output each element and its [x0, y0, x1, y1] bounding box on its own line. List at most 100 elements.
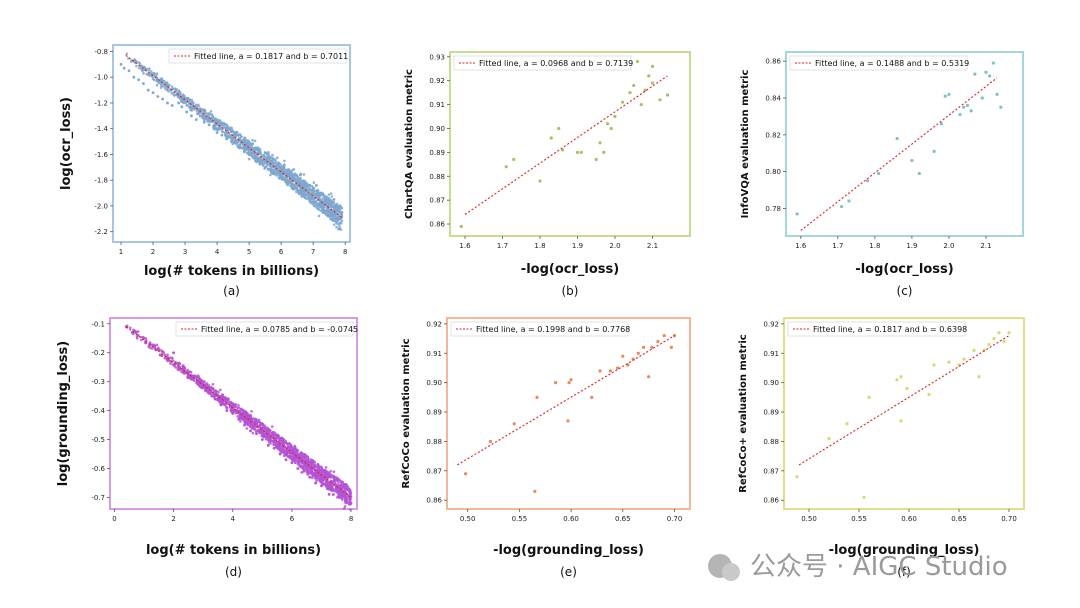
y-tick-label: 0.91	[763, 350, 779, 358]
data-point	[348, 488, 352, 492]
data-point	[278, 444, 282, 448]
data-point	[243, 410, 246, 413]
data-point	[343, 496, 347, 499]
legend-label: Fitted line, a = 0.1488 and b = 0.5319	[815, 59, 969, 68]
data-point	[266, 443, 270, 447]
data-point	[257, 429, 261, 433]
data-point	[307, 195, 310, 199]
data-point	[311, 201, 315, 205]
data-point	[317, 468, 321, 472]
data-point	[225, 137, 229, 141]
data-point	[284, 178, 287, 181]
plot-frame	[449, 51, 691, 237]
data-point	[190, 105, 194, 108]
data-point	[321, 191, 324, 195]
fitted-line	[125, 54, 343, 218]
data-point	[335, 225, 338, 229]
data-point	[635, 59, 640, 64]
data-point	[283, 169, 287, 173]
data-point	[280, 447, 284, 451]
data-point	[340, 493, 343, 497]
data-point	[641, 345, 646, 349]
x-axis-label: log(# tokens in billions)	[146, 543, 321, 558]
data-point	[224, 405, 228, 408]
data-point	[278, 166, 282, 169]
fitted-line	[800, 77, 998, 231]
data-point	[325, 476, 329, 479]
y-tick-label: 0.92	[426, 320, 442, 328]
data-point	[215, 131, 219, 134]
data-point	[216, 397, 219, 401]
data-point	[309, 460, 312, 464]
data-point	[325, 197, 328, 201]
data-point	[329, 213, 333, 217]
data-point	[211, 115, 214, 119]
x-axis-label: -log(ocr_loss)	[521, 262, 619, 277]
data-point	[348, 508, 352, 511]
data-point	[324, 466, 328, 469]
data-point	[264, 435, 268, 439]
x-tick-label: 2.1	[980, 242, 991, 250]
data-point	[288, 442, 291, 445]
data-point	[147, 69, 151, 72]
data-point	[312, 189, 316, 192]
panel-label: (e)	[560, 565, 577, 579]
data-point	[135, 337, 139, 340]
legend-label: Fitted line, a = 0.1817 and b = 0.7011	[194, 52, 348, 61]
data-point	[308, 475, 312, 479]
data-point	[947, 92, 951, 96]
data-point	[316, 192, 320, 195]
data-point	[569, 378, 573, 382]
data-point	[252, 417, 255, 420]
data-point	[214, 118, 218, 121]
data-point	[218, 127, 222, 131]
data-point	[258, 424, 262, 427]
data-point	[269, 442, 272, 445]
data-point	[302, 469, 306, 473]
data-point	[342, 507, 346, 510]
x-tick-label: 0	[112, 515, 116, 523]
data-point	[220, 121, 224, 124]
x-tick-label: 3	[183, 248, 187, 256]
data-point	[198, 107, 202, 111]
data-point	[318, 201, 321, 205]
data-point	[549, 136, 553, 140]
data-point	[308, 193, 312, 197]
data-point	[161, 84, 164, 88]
data-point	[138, 61, 142, 65]
y-tick-label: 0.84	[765, 95, 781, 103]
y-tick-label: 0.91	[429, 101, 445, 109]
y-tick-label: -0.4	[91, 407, 105, 415]
data-point	[185, 110, 189, 114]
data-point	[271, 433, 274, 437]
data-point	[237, 406, 241, 409]
data-point	[620, 100, 625, 104]
data-point	[590, 395, 594, 399]
data-point	[150, 347, 154, 350]
data-point	[338, 491, 342, 494]
data-point	[133, 58, 137, 62]
data-point	[188, 370, 192, 373]
legend: Fitted line, a = 0.1817 and b = 0.7011	[168, 48, 348, 64]
y-tick-label: 0.89	[763, 409, 779, 417]
data-point	[224, 131, 228, 134]
data-point	[512, 157, 516, 162]
data-point	[324, 202, 328, 205]
data-point	[247, 413, 251, 417]
data-point	[250, 409, 253, 413]
data-point	[329, 470, 333, 473]
data-point	[340, 219, 344, 223]
data-point	[245, 427, 249, 430]
plot-frame	[785, 51, 1024, 237]
data-point	[275, 174, 279, 177]
data-point	[206, 115, 210, 118]
data-point	[488, 439, 493, 444]
data-point	[317, 214, 321, 218]
data-point	[255, 432, 258, 436]
data-point	[296, 467, 300, 470]
data-point	[980, 96, 984, 100]
chart-panel-c: 1.6 1.7 1.8 1.9 2.0 2.1 0.78 0.80 0.82 0.84 0.86 Fi…	[740, 51, 1024, 298]
data-point	[332, 478, 336, 482]
data-point	[142, 65, 146, 69]
y-tick-label: 0.78	[765, 205, 781, 213]
